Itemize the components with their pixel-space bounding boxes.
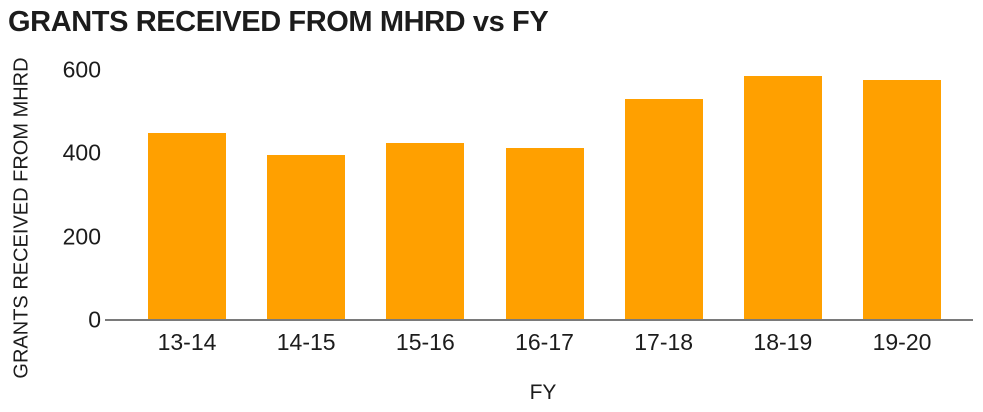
x-tick-label: 14-15	[276, 329, 336, 355]
x-tick-label: 15-16	[395, 329, 455, 355]
bar-16-17	[505, 148, 584, 320]
bar-17-18	[624, 99, 703, 320]
x-tick-label: 19-20	[872, 329, 932, 355]
y-tick-label: 0	[88, 306, 101, 333]
y-tick-label: 200	[62, 223, 101, 250]
y-tick-label: 400	[62, 139, 101, 166]
bar-13-14	[148, 132, 226, 320]
x-tick-label: 13-14	[157, 329, 217, 355]
x-tick-label: 17-18	[634, 329, 694, 355]
bar-15-16	[386, 142, 465, 320]
x-tick-label: 16-17	[515, 329, 574, 355]
bar-18-19	[743, 76, 822, 320]
y-tick-label: 600	[62, 56, 101, 83]
x-tick-label: 18-19	[753, 329, 813, 355]
x-axis-line	[105, 319, 973, 321]
x-axis-label: FY	[529, 381, 557, 404]
chart-title: GRANTS RECEIVED FROM MHRD vs FY	[8, 6, 549, 38]
bar-19-20	[863, 80, 942, 320]
bar-14-15	[267, 155, 346, 320]
